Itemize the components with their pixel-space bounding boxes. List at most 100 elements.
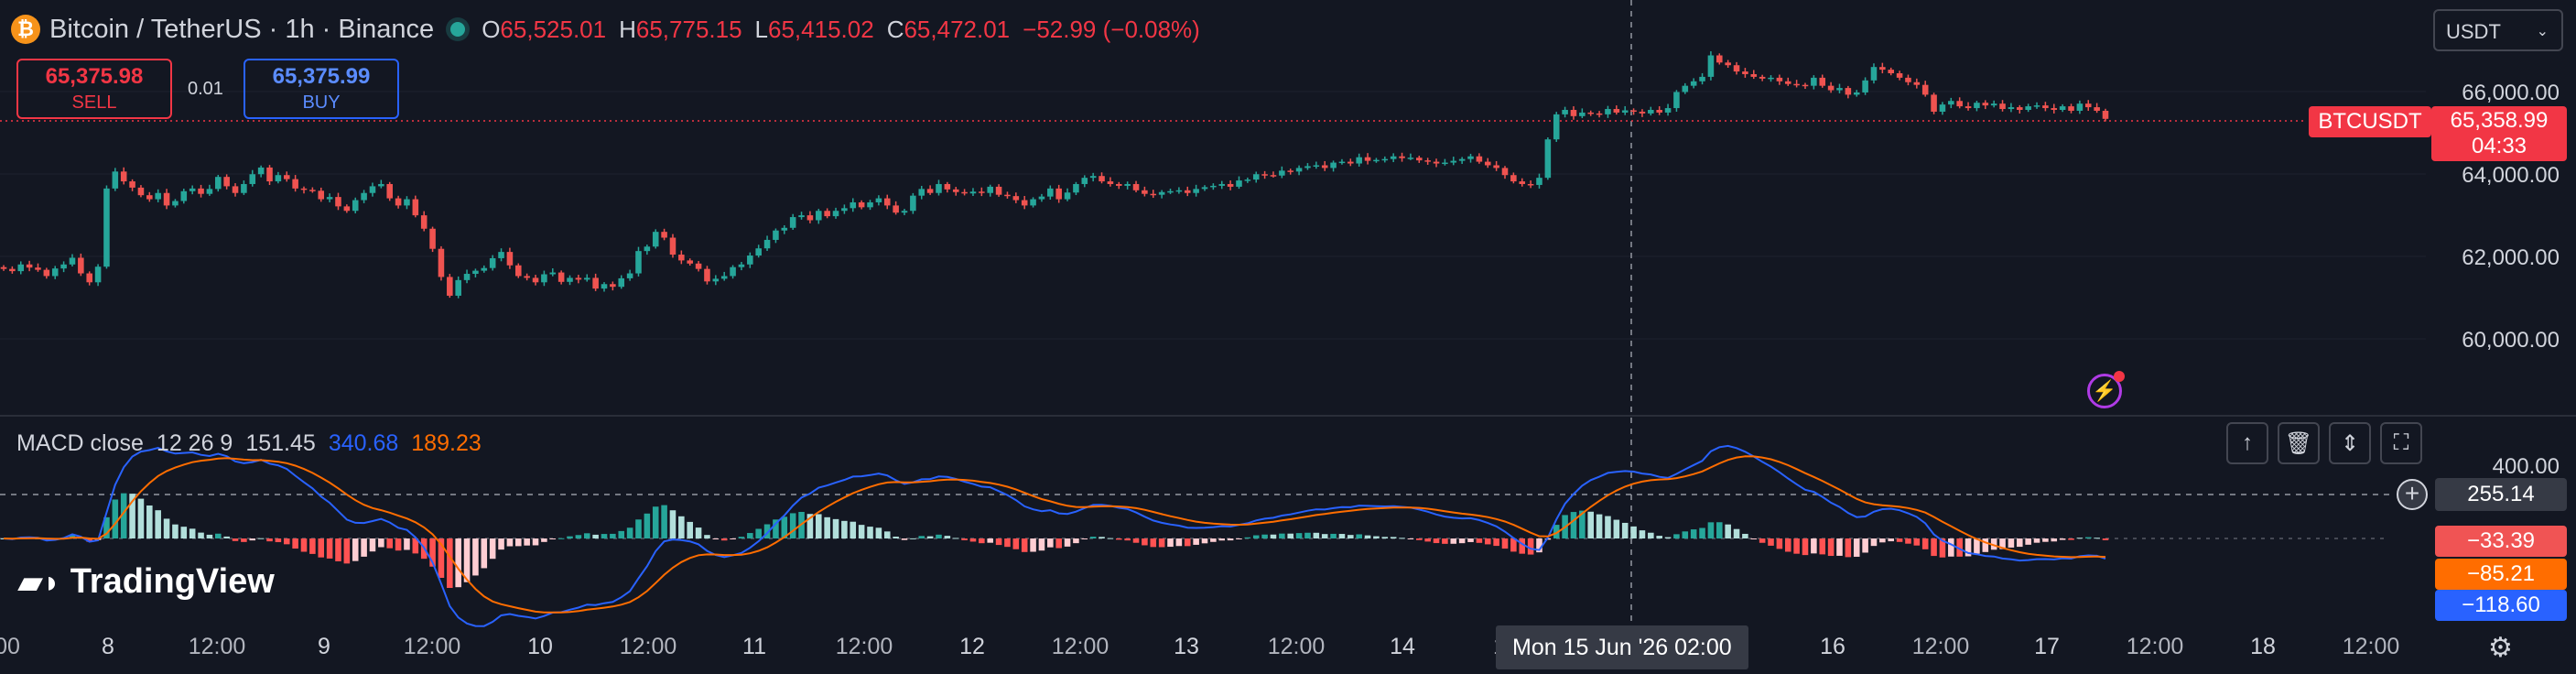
- gear-icon[interactable]: ⚙: [2488, 633, 2513, 663]
- macd-axis-label: 400.00: [2492, 454, 2560, 479]
- histogram-bar: [1699, 527, 1705, 538]
- candle-body: [1939, 104, 1946, 112]
- histogram-bar: [1596, 514, 1603, 538]
- candle-body: [1193, 189, 1199, 193]
- tradingview-logo-icon: ▰◗: [18, 564, 61, 600]
- histogram-bar: [1802, 538, 1809, 556]
- histogram-bar: [901, 538, 908, 540]
- candle-body: [961, 191, 968, 194]
- candle-body: [1201, 187, 1208, 190]
- candle-body: [180, 190, 188, 201]
- candle-body: [1690, 81, 1697, 86]
- arrow-up-icon[interactable]: ↑: [2226, 422, 2268, 464]
- candle-body: [438, 248, 445, 277]
- candle-body: [146, 195, 153, 200]
- histogram-bar: [1682, 531, 1689, 538]
- candle-body: [747, 255, 753, 265]
- candle-body: [1184, 190, 1191, 193]
- macd-name: MACD close: [16, 430, 144, 456]
- tradingview-logo[interactable]: ▰◗ TradingView: [18, 562, 275, 602]
- low-value: 65,415.02: [768, 15, 874, 43]
- candle-body: [1295, 168, 1303, 172]
- plus-circle-icon[interactable]: +: [2397, 479, 2428, 510]
- candle-body: [1150, 193, 1157, 196]
- candle-body: [687, 260, 693, 264]
- histogram-bar: [1175, 538, 1183, 547]
- candle-body: [1030, 199, 1036, 206]
- candle-body: [541, 274, 547, 283]
- candle-body: [1364, 157, 1371, 161]
- histogram-bar: [712, 538, 720, 539]
- macd-legend[interactable]: MACD close 12 26 9 151.45 340.68 189.23: [16, 430, 482, 457]
- histogram-bar: [1921, 538, 1929, 549]
- histogram-bar: [1081, 538, 1088, 539]
- candle-body: [378, 183, 384, 187]
- candle-body: [1716, 55, 1723, 63]
- histogram-bar: [610, 533, 616, 538]
- histogram-bar: [1690, 529, 1697, 538]
- candle-body: [1587, 112, 1594, 114]
- histogram-bar: [1227, 538, 1234, 541]
- histogram-bar: [1630, 526, 1637, 538]
- lightning-icon[interactable]: ⚡: [2087, 371, 2125, 408]
- candle-body: [704, 268, 710, 282]
- candle-body: [910, 195, 916, 212]
- candle-body: [1047, 188, 1054, 197]
- candle-body: [824, 211, 830, 217]
- candle-body: [120, 171, 127, 182]
- histogram-bar: [918, 536, 925, 538]
- trash-icon[interactable]: 🗑: [2278, 422, 2320, 464]
- histogram-bar: [1673, 534, 1680, 538]
- candle-body: [198, 188, 204, 194]
- histogram-bar: [412, 538, 419, 554]
- histogram-bar: [1167, 538, 1174, 548]
- histogram-bar: [575, 535, 582, 538]
- candle-body: [1116, 183, 1122, 186]
- histogram-bar: [1107, 538, 1114, 539]
- candle-body: [2094, 107, 2100, 111]
- histogram-bar: [2033, 538, 2040, 543]
- candle-body: [1407, 158, 1414, 159]
- currency-select[interactable]: USDT ⌄: [2433, 9, 2563, 51]
- histogram-bar: [404, 538, 410, 550]
- buy-button[interactable]: 65,375.99 BUY: [244, 59, 399, 119]
- candle-body: [1990, 103, 1997, 106]
- candle-body: [1845, 88, 1852, 95]
- histogram-bar: [1073, 538, 1079, 544]
- histogram-bar: [1527, 538, 1534, 555]
- histogram-bar: [249, 538, 256, 541]
- candle-body: [1956, 101, 1963, 107]
- candle-body: [1707, 55, 1715, 77]
- candle-body: [1639, 111, 1646, 114]
- histogram-bar: [395, 538, 402, 551]
- symbol-title[interactable]: Bitcoin / TetherUS · 1h · Binance: [49, 14, 435, 44]
- histogram-bar: [1116, 538, 1122, 540]
- histogram-bar: [1982, 538, 1989, 552]
- candle-body: [1132, 183, 1140, 190]
- histogram-bar: [944, 536, 951, 538]
- candle-body: [1793, 83, 1800, 86]
- histogram-bar: [1124, 538, 1131, 541]
- histogram-bar: [232, 538, 239, 541]
- maximize-icon[interactable]: ⛶: [2380, 422, 2422, 464]
- histogram-bar: [1493, 538, 1499, 547]
- candle-body: [763, 239, 771, 249]
- candle-body: [1073, 183, 1079, 193]
- candle-body: [2042, 105, 2049, 109]
- collapse-icon[interactable]: ⇕: [2329, 422, 2371, 464]
- candle-body: [1553, 114, 1560, 140]
- macd-tag: −118.60: [2435, 590, 2567, 621]
- histogram-bar: [1279, 533, 1285, 538]
- market-status-dot-icon[interactable]: [450, 22, 466, 37]
- histogram-bar: [806, 514, 814, 538]
- histogram-bar: [747, 533, 753, 538]
- histogram-bar: [816, 514, 822, 538]
- sell-button[interactable]: 65,375.98 SELL: [16, 59, 172, 119]
- candle-body: [592, 277, 599, 289]
- candle-body: [249, 174, 256, 184]
- candle-body: [275, 175, 282, 182]
- histogram-bar: [1201, 538, 1208, 544]
- histogram-bar: [1364, 535, 1371, 538]
- histogram-bar: [1210, 538, 1217, 542]
